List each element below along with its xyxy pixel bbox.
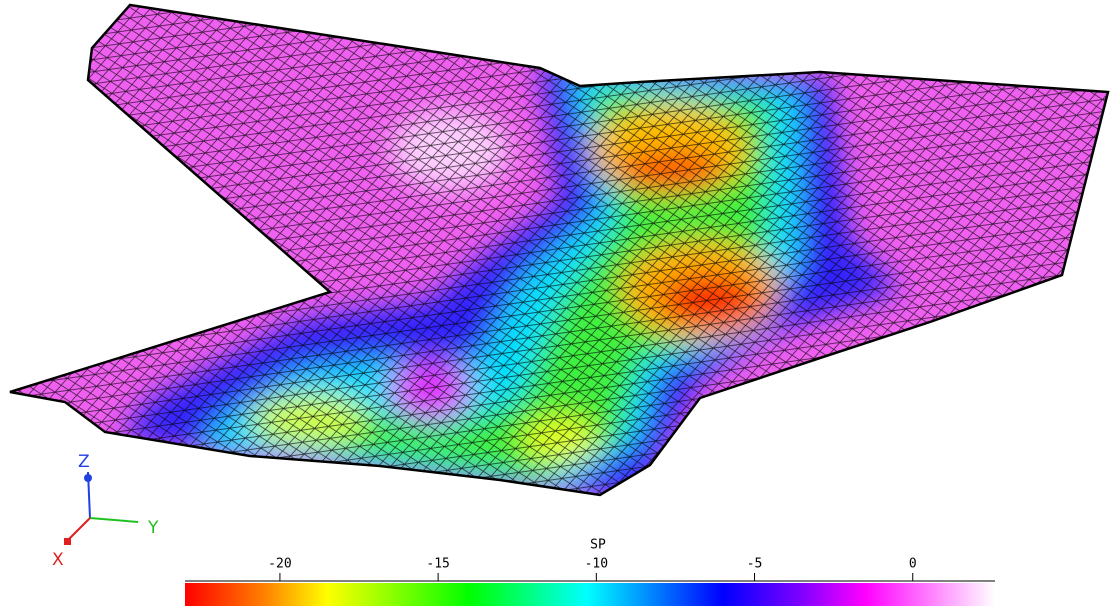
tick-label: -20 [268,557,291,572]
axis-label: Z [78,452,90,472]
viewer: X Y Z SP -20 -15 -10 -5 0 [0,0,1116,606]
colorbar-title: SP [590,538,606,553]
tick-label: -15 [426,557,449,572]
axis-label: Y [147,518,159,538]
axes-triad: X Y Z [52,452,159,570]
tick-label: -10 [585,557,608,572]
tick-label: 0 [909,557,917,572]
axis-label: X [52,550,64,570]
tick-label: -5 [747,557,763,572]
colorbar [185,583,995,606]
